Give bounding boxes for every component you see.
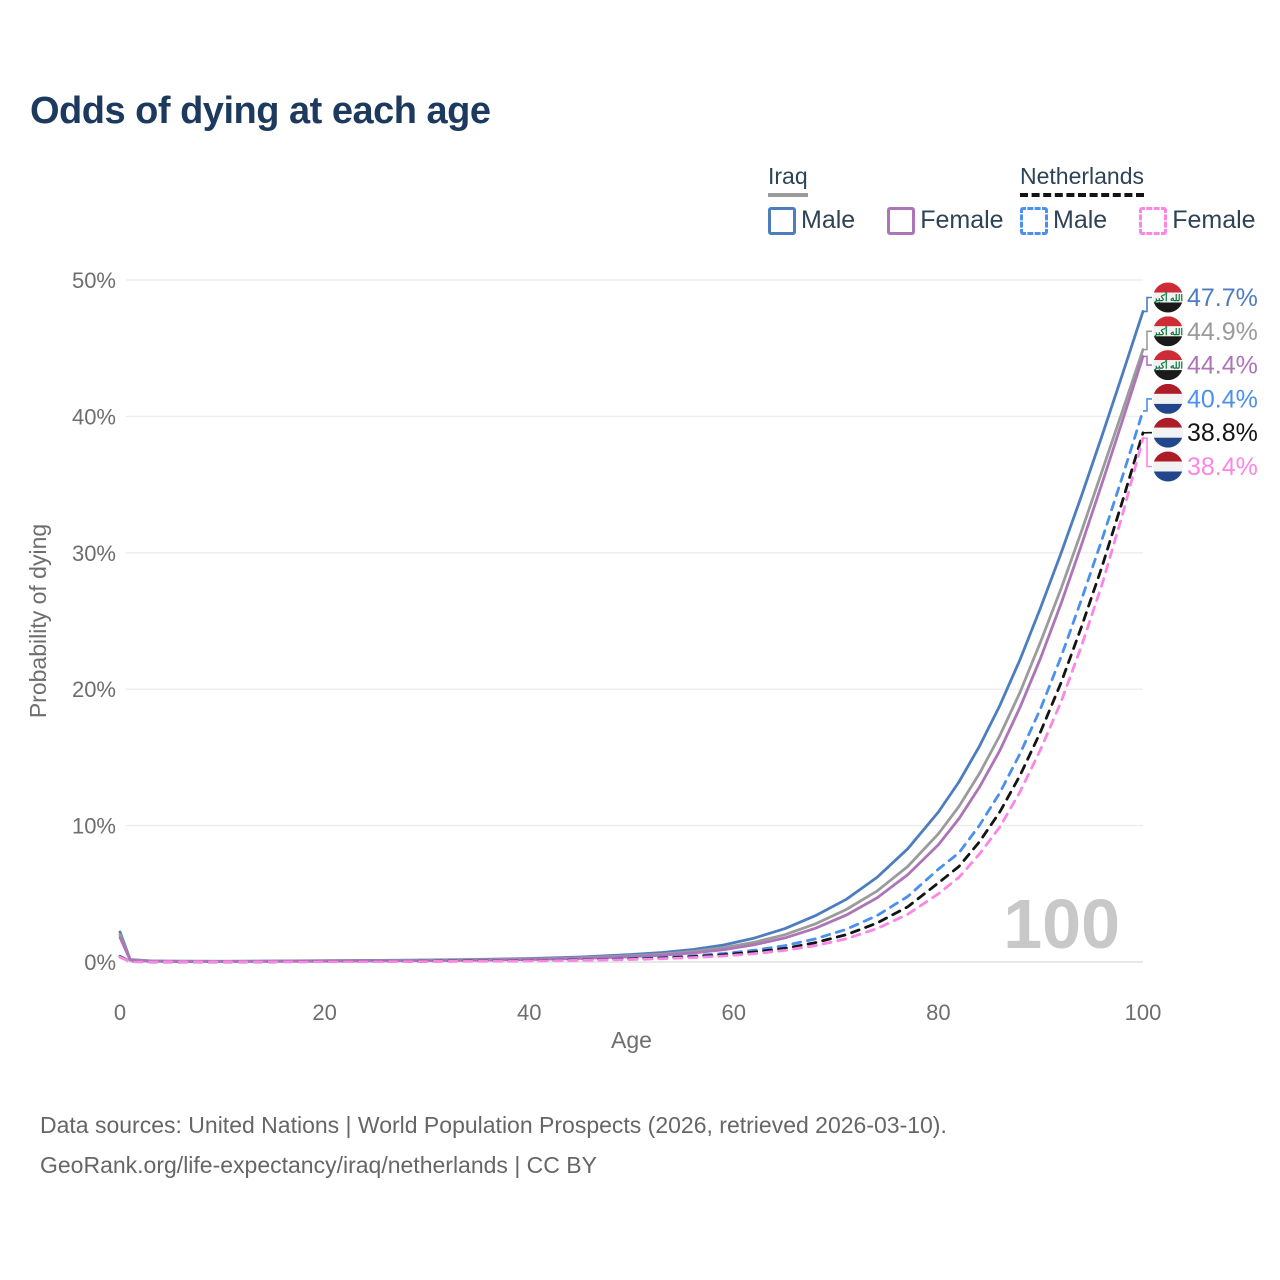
end-value-label-netherlands-male: 40.4% (1187, 385, 1258, 413)
end-value-label-iraq-female: 44.4% (1187, 352, 1258, 380)
netherlands-male-swatch-icon (1020, 206, 1048, 235)
legend-group-netherlands: Netherlands Male Female (1020, 163, 1256, 235)
end-label-connector-netherlands-male (1143, 398, 1152, 412)
x-tick-label-80: 80 (926, 1000, 950, 1025)
legend-item-label: Male (1053, 206, 1108, 234)
footer: Data sources: United Nations | World Pop… (40, 1105, 947, 1185)
series-line-netherlands-male[interactable] (118, 409, 1145, 964)
series-line-iraq-female[interactable] (118, 354, 1145, 963)
svg-text:الله أكبر: الله أكبر (1152, 291, 1183, 304)
age-watermark: 100 (1003, 885, 1120, 963)
legend-item-netherlands-male[interactable]: Male (1020, 206, 1107, 235)
iraq-flag-icon: الله أكبر (1152, 282, 1183, 313)
y-tick-label-0: 0% (84, 950, 116, 975)
legend-item-netherlands-female[interactable]: Female (1139, 206, 1256, 235)
series-line-netherlands-female[interactable] (118, 436, 1145, 964)
end-label-connector-iraq-female (1143, 355, 1152, 366)
iraq-flag-icon: الله أكبر (1152, 350, 1183, 381)
y-tick-label-40: 40% (72, 404, 116, 429)
x-tick-label-0: 0 (114, 1000, 126, 1025)
legend-item-label: Female (1172, 206, 1256, 234)
netherlands-flag-icon (1153, 383, 1183, 414)
x-tick-label-20: 20 (312, 1000, 336, 1025)
end-value-label-iraq-both-sexes: 44.9% (1187, 318, 1258, 346)
y-tick-label-30: 30% (72, 541, 116, 566)
legend-group-iraq: Iraq Male Female (768, 163, 1004, 235)
series-line-iraq-both-sexes[interactable] (118, 348, 1145, 963)
legend-item-label: Female (920, 206, 1004, 234)
netherlands-flag-icon (1153, 451, 1183, 482)
end-label-connector-netherlands-female (1143, 437, 1152, 468)
series-line-iraq-male[interactable] (118, 309, 1145, 963)
x-tick-label-40: 40 (517, 1000, 541, 1025)
y-axis-title: Probability of dying (25, 524, 51, 718)
legend-item-iraq-female[interactable]: Female (887, 206, 1004, 235)
y-tick-label-10: 10% (72, 814, 116, 839)
y-tick-label-20: 20% (72, 677, 116, 702)
iraq-flag-icon: الله أكبر (1152, 316, 1183, 347)
end-value-label-netherlands-female: 38.4% (1187, 453, 1258, 481)
page-title: Odds of dying at each age (30, 90, 491, 132)
x-tick-label-100: 100 (1125, 1000, 1162, 1025)
data-sources-text: Data sources: United Nations | World Pop… (40, 1112, 947, 1138)
end-label-connector-iraq-both-sexes (1143, 330, 1152, 351)
svg-text:الله أكبر: الله أكبر (1152, 359, 1183, 372)
legend-item-iraq-male[interactable]: Male (768, 206, 855, 235)
legend-group-label-netherlands: Netherlands (1020, 163, 1145, 197)
series-line-netherlands-both-sexes[interactable] (118, 431, 1145, 964)
end-label-connector-iraq-male (1143, 296, 1152, 313)
attribution-text: GeoRank.org/life-expectancy/iraq/netherl… (40, 1152, 597, 1178)
x-tick-label-60: 60 (722, 1000, 746, 1025)
netherlands-flag-icon (1153, 417, 1183, 448)
end-value-label-iraq-male: 47.7% (1187, 284, 1258, 312)
netherlands-female-swatch-icon (1139, 206, 1168, 235)
y-tick-label-50: 50% (72, 268, 116, 293)
iraq-male-swatch-icon (768, 206, 796, 235)
iraq-female-swatch-icon (887, 206, 916, 235)
end-value-label-netherlands-both-sexes: 38.8% (1187, 419, 1258, 447)
x-axis-title: Age (611, 1027, 652, 1053)
legend-group-label-iraq: Iraq (768, 163, 808, 197)
svg-text:الله أكبر: الله أكبر (1152, 325, 1183, 338)
legend-item-label: Male (801, 206, 856, 234)
